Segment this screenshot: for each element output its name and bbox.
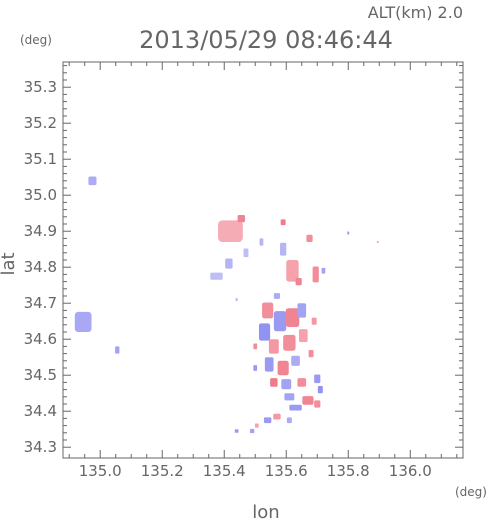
echo-patch bbox=[235, 298, 238, 302]
echo-patch bbox=[262, 302, 274, 319]
echo-patch bbox=[289, 404, 302, 411]
echo-patch bbox=[284, 393, 295, 401]
echo-patch bbox=[234, 429, 239, 433]
echo-layer bbox=[74, 176, 379, 434]
y-tick-label: 34.9 bbox=[24, 222, 57, 240]
echo-patch bbox=[74, 311, 92, 332]
echo-patch bbox=[280, 242, 287, 256]
echo-patch bbox=[273, 413, 281, 420]
echo-patch bbox=[88, 176, 97, 186]
echo-patch bbox=[268, 339, 279, 354]
y-tick-label: 34.6 bbox=[24, 330, 57, 348]
echo-patch bbox=[218, 220, 243, 242]
echo-patch bbox=[295, 278, 302, 286]
echo-patch bbox=[376, 241, 379, 243]
plot-frame bbox=[62, 61, 464, 459]
echo-patch bbox=[297, 303, 307, 318]
x-tick-label: 135.4 bbox=[203, 462, 246, 480]
y-tick-label: 34.3 bbox=[24, 438, 57, 456]
echo-patch bbox=[286, 417, 292, 424]
echo-patch bbox=[259, 238, 264, 246]
x-tick-label: 135.6 bbox=[265, 462, 308, 480]
echo-patch bbox=[291, 355, 300, 366]
echo-patch bbox=[306, 234, 313, 242]
echo-patch bbox=[281, 379, 292, 390]
echo-patch bbox=[311, 317, 317, 325]
echo-patch bbox=[249, 428, 255, 434]
echo-patch bbox=[283, 334, 296, 351]
echo-patch bbox=[273, 293, 281, 299]
y-axis-unit: (deg) bbox=[20, 33, 52, 47]
echo-patch bbox=[264, 357, 274, 372]
tick-layer: 135.0 135.2 135.4 135.6 135.8 136.0 34.3 34.4 34… bbox=[24, 62, 463, 480]
echo-patch bbox=[263, 417, 272, 424]
echo-patch bbox=[302, 396, 314, 405]
y-tick-label: 34.7 bbox=[24, 294, 57, 312]
echo-patch bbox=[253, 343, 258, 350]
y-tick-label: 35.1 bbox=[24, 150, 57, 168]
echo-patch bbox=[286, 260, 299, 282]
x-tick-label: 135.0 bbox=[79, 462, 122, 480]
y-tick-label: 34.8 bbox=[24, 258, 57, 276]
echo-patch bbox=[237, 215, 246, 223]
echo-patch bbox=[347, 231, 350, 235]
chart-title: 2013/05/29 08:46:44 bbox=[139, 26, 393, 54]
x-axis-unit: (deg) bbox=[455, 485, 487, 499]
y-tick-label: 35.0 bbox=[24, 186, 57, 204]
x-tick-label: 135.8 bbox=[327, 462, 370, 480]
echo-patch bbox=[273, 311, 287, 332]
altitude-label: ALT(km) 2.0 bbox=[368, 3, 463, 22]
echo-patch bbox=[312, 266, 319, 283]
echo-patch bbox=[321, 267, 326, 274]
echo-patch bbox=[115, 346, 120, 354]
echo-patch bbox=[317, 386, 323, 394]
x-tick-label: 135.2 bbox=[141, 462, 184, 480]
y-axis-label: lat bbox=[0, 252, 19, 275]
echo-patch bbox=[280, 219, 286, 226]
echo-patch bbox=[225, 258, 233, 269]
echo-patch bbox=[314, 374, 321, 384]
y-tick-label: 35.3 bbox=[24, 78, 57, 96]
echo-patch bbox=[258, 323, 271, 341]
y-tick-label: 35.2 bbox=[24, 114, 57, 132]
echo-patch bbox=[298, 329, 308, 343]
y-tick-label: 34.5 bbox=[24, 366, 57, 384]
echo-patch bbox=[285, 308, 300, 327]
y-tick-label: 34.4 bbox=[24, 402, 57, 420]
x-axis-label: lon bbox=[252, 502, 279, 521]
echo-patch bbox=[210, 272, 223, 280]
echo-patch bbox=[297, 378, 307, 387]
echo-patch bbox=[270, 378, 278, 387]
echo-patch bbox=[243, 248, 249, 258]
echo-patch bbox=[277, 360, 289, 376]
x-tick-label: 136.0 bbox=[389, 462, 432, 480]
echo-patch bbox=[314, 400, 321, 408]
echo-patch bbox=[308, 350, 314, 358]
echo-patch bbox=[253, 365, 258, 371]
echo-patch bbox=[254, 423, 259, 428]
